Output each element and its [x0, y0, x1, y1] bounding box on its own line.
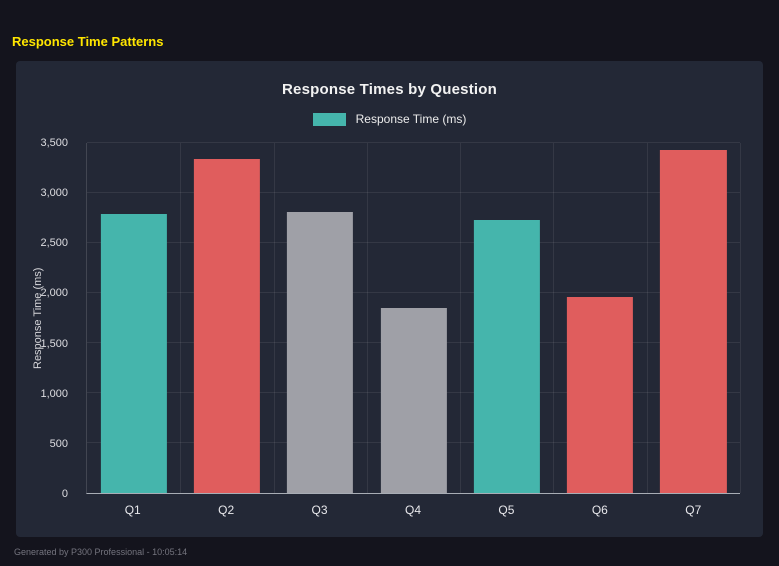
h-gridline [87, 142, 740, 143]
x-axis-labels: Q1 Q2 Q3 Q4 Q5 Q6 Q7 [86, 503, 740, 519]
chart-legend[interactable]: Response Time (ms) [16, 112, 763, 126]
legend-label: Response Time (ms) [355, 112, 467, 126]
x-tick-label: Q4 [404, 503, 422, 517]
chart-panel: Response Times by Question Response Time… [16, 61, 763, 537]
bar-q3[interactable] [287, 212, 354, 493]
bar-q5[interactable] [473, 220, 540, 493]
bar-q7[interactable] [660, 150, 727, 493]
y-tick-label: 2,500 [40, 237, 68, 250]
y-tick-label: 1,000 [40, 387, 68, 400]
h-gridline [87, 192, 740, 193]
v-gridline [366, 143, 368, 493]
legend-swatch [312, 112, 346, 126]
v-gridline [180, 143, 182, 493]
bar-q2[interactable] [193, 159, 261, 493]
v-gridline [553, 143, 555, 493]
h-gridline [87, 242, 740, 243]
v-gridline [646, 143, 648, 493]
bar-q4[interactable] [380, 308, 447, 493]
bar-q6[interactable] [566, 297, 634, 493]
y-tick-label: 3,000 [40, 187, 68, 200]
x-tick-label: Q5 [498, 503, 515, 517]
bar-q1[interactable] [100, 214, 167, 493]
x-tick-label: Q7 [685, 503, 702, 517]
x-tick-label: Q2 [218, 503, 235, 517]
y-axis-ticks: 0 500 1,000 1,500 2,000 2,500 3,000 3,500 [16, 137, 78, 500]
x-tick-label: Q6 [591, 503, 608, 517]
y-tick-label: 0 [61, 488, 68, 500]
x-tick-label: Q3 [311, 503, 328, 517]
h-gridline [87, 292, 740, 293]
v-gridline [273, 143, 275, 493]
x-tick-label: Q1 [124, 503, 141, 517]
chart-title: Response Times by Question [282, 81, 497, 98]
plot-area [86, 142, 741, 494]
y-tick-label: 500 [49, 437, 68, 450]
y-tick-label: 1,500 [40, 337, 68, 350]
y-tick-label: 2,000 [40, 287, 68, 300]
page-title: Response Time Patterns [12, 34, 164, 49]
v-gridline [740, 143, 741, 493]
y-tick-label: 3,500 [40, 137, 68, 149]
footer-text: Generated by P300 Professional - 10:05:1… [14, 547, 188, 557]
v-gridline [460, 143, 462, 493]
